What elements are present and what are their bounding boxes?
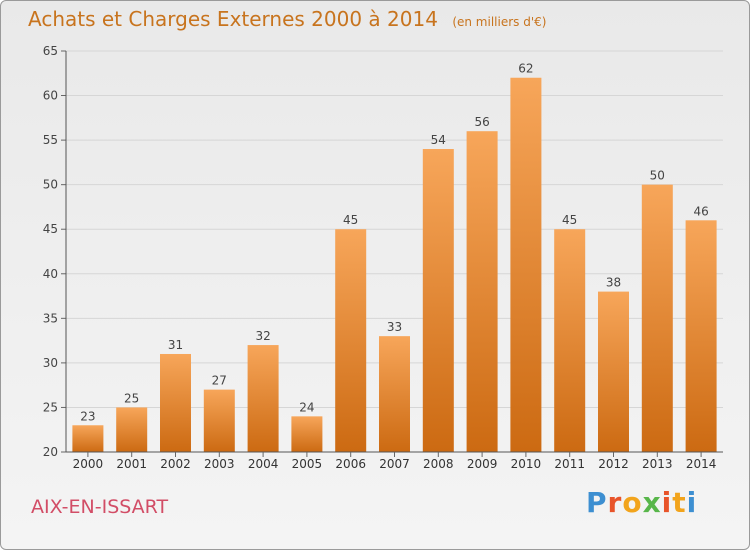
x-tick-label: 2001 — [116, 457, 147, 471]
proxiti-logo: Proxiti — [586, 486, 698, 519]
value-label: 45 — [343, 213, 358, 227]
value-label: 46 — [693, 204, 708, 218]
value-label: 50 — [650, 169, 665, 183]
value-label: 25 — [124, 391, 139, 405]
x-tick-label: 2010 — [511, 457, 542, 471]
value-label: 27 — [212, 374, 227, 388]
y-tick-label: 35 — [43, 311, 58, 325]
bar — [116, 407, 148, 452]
bar — [72, 425, 104, 452]
y-tick-label: 20 — [43, 445, 58, 459]
x-tick-label: 2004 — [248, 457, 279, 471]
chart-unit: (en milliers d'€) — [452, 15, 547, 29]
bar — [160, 353, 191, 452]
y-tick-label: 45 — [43, 222, 58, 236]
bar — [379, 336, 410, 452]
value-label: 56 — [474, 115, 489, 129]
bar — [510, 77, 542, 452]
x-tick-label: 2005 — [292, 457, 323, 471]
x-tick-label: 2008 — [423, 457, 454, 471]
value-label: 23 — [80, 409, 95, 423]
value-label: 31 — [168, 338, 183, 352]
bar — [291, 416, 323, 452]
bar — [335, 229, 367, 452]
chart-title: Achats et Charges Externes 2000 à 2014 (… — [28, 7, 546, 31]
x-tick-label: 2002 — [160, 457, 191, 471]
value-label: 24 — [299, 400, 314, 414]
y-tick-label: 65 — [43, 44, 58, 58]
x-tick-label: 2006 — [335, 457, 366, 471]
y-tick-label: 50 — [43, 178, 58, 192]
x-tick-label: 2007 — [379, 457, 410, 471]
y-tick-label: 55 — [43, 133, 58, 147]
bar — [598, 291, 629, 452]
y-tick-label: 40 — [43, 267, 58, 281]
value-label: 33 — [387, 320, 402, 334]
value-label: 32 — [255, 329, 270, 343]
y-tick-label: 30 — [43, 356, 58, 370]
bar — [247, 345, 279, 452]
y-tick-label: 25 — [43, 400, 58, 414]
value-label: 54 — [431, 133, 446, 147]
x-tick-label: 2011 — [554, 457, 585, 471]
x-tick-label: 2000 — [73, 457, 104, 471]
x-tick-label: 2014 — [686, 457, 717, 471]
y-tick-label: 60 — [43, 89, 58, 103]
chart-title-text: Achats et Charges Externes 2000 à 2014 — [28, 7, 438, 31]
value-label: 45 — [562, 213, 577, 227]
x-tick-label: 2003 — [204, 457, 235, 471]
bar — [554, 229, 586, 452]
x-tick-label: 2009 — [467, 457, 498, 471]
bar — [203, 389, 235, 452]
x-tick-label: 2012 — [598, 457, 629, 471]
value-label: 38 — [606, 276, 621, 290]
bar — [641, 184, 673, 452]
bar — [422, 149, 454, 452]
bar — [466, 131, 498, 452]
commune-name: AIX-EN-ISSART — [31, 496, 169, 518]
x-tick-label: 2013 — [642, 457, 673, 471]
value-label: 62 — [518, 62, 533, 76]
bar — [685, 220, 717, 452]
